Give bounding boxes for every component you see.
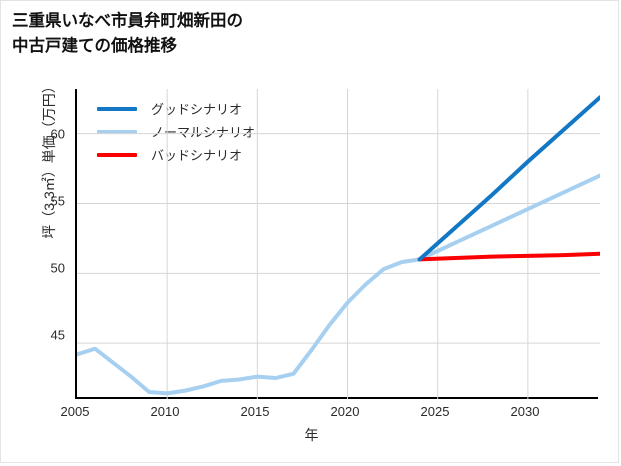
plot-area xyxy=(75,89,600,399)
x-tick-2005: 2005 xyxy=(60,404,90,419)
series-line-good xyxy=(417,95,600,262)
series-line-normal xyxy=(77,173,600,396)
chart-title: 三重県いなべ市員弁町畑新田の 中古戸建ての価格推移 xyxy=(12,12,243,55)
legend-swatch-normal xyxy=(97,129,137,134)
y-tick-45: 45 xyxy=(50,327,65,343)
legend-label-normal: ノーマルシナリオ xyxy=(151,125,256,140)
legend-item-normal: ノーマルシナリオ xyxy=(97,120,255,143)
legend-label-bad: バッドシナリオ xyxy=(151,148,243,163)
y-axis-title: 坪（3.3㎡）単価（万円） xyxy=(41,79,57,239)
series-line-bad xyxy=(417,251,600,262)
legend-label-good: グッドシナリオ xyxy=(151,102,243,117)
x-tick-2010: 2010 xyxy=(150,404,180,419)
legend-swatch-good xyxy=(97,106,137,111)
legend-item-bad: バッドシナリオ xyxy=(97,143,255,166)
x-tick-2020: 2020 xyxy=(330,404,360,419)
legend-item-good: グッドシナリオ xyxy=(97,97,255,120)
x-tick-2015: 2015 xyxy=(240,404,270,419)
chart-canvas xyxy=(77,89,600,399)
x-tick-2025: 2025 xyxy=(420,404,450,419)
x-tick-2030: 2030 xyxy=(510,404,540,419)
legend-swatch-bad xyxy=(97,152,137,157)
x-axis-title: 年 xyxy=(304,427,319,443)
chart-legend: グッドシナリオ ノーマルシナリオ バッドシナリオ xyxy=(97,97,255,166)
